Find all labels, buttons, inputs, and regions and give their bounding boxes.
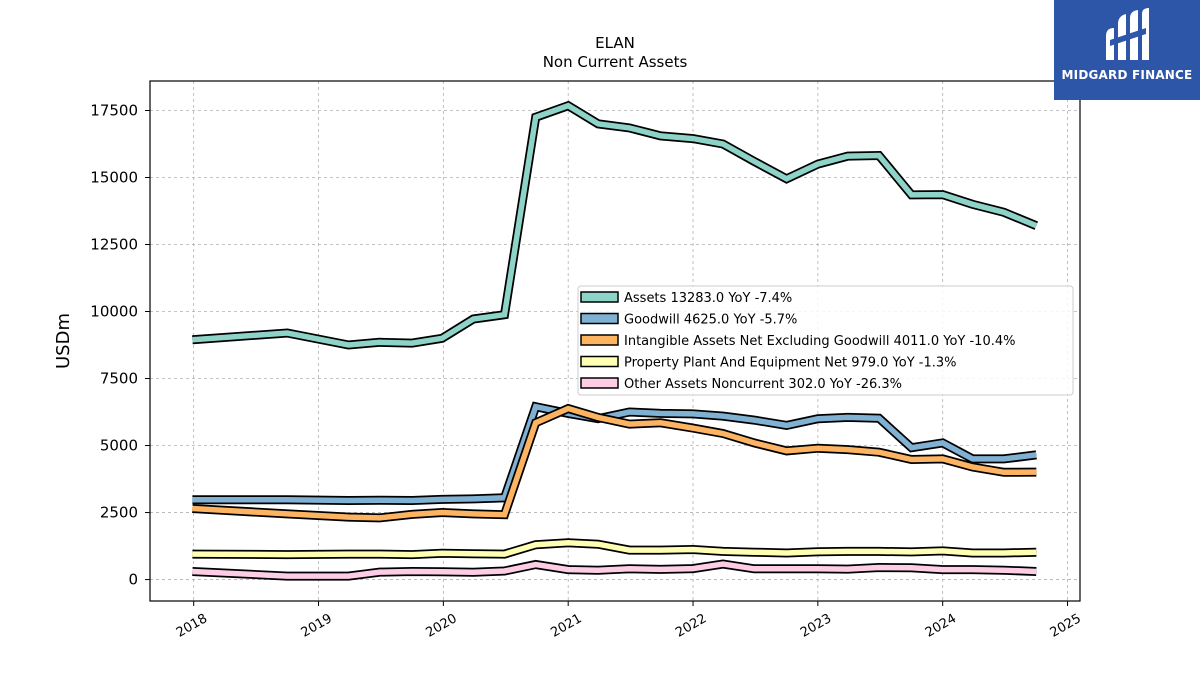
legend-swatch bbox=[580, 377, 619, 389]
y-axis-label: USDm bbox=[53, 313, 74, 369]
x-tick-label: 2020 bbox=[424, 611, 460, 641]
series-line-4 bbox=[192, 561, 1037, 579]
legend-box bbox=[577, 285, 1074, 396]
x-tick-label: 2025 bbox=[1048, 611, 1084, 641]
series-lines bbox=[192, 100, 1039, 581]
y-tick-label: 0 bbox=[128, 571, 138, 589]
legend-label: Assets 13283.0 YoY -7.4% bbox=[624, 291, 792, 306]
plot-frame bbox=[149, 80, 1081, 602]
legend-swatch bbox=[580, 312, 619, 325]
series-line-2 bbox=[192, 405, 1037, 521]
brand-logo: MIDGARD FINANCE bbox=[1054, 0, 1200, 100]
legend-label: Property Plant And Equipment Net 979.0 Y… bbox=[624, 356, 957, 371]
chart-subtitle: Non Current Assets bbox=[543, 53, 688, 71]
legend-label: Other Assets Noncurrent 302.0 YoY -26.3% bbox=[624, 377, 902, 392]
y-axis-ticks: 0 2500 5000 7500 10000 12500 15000 17500 bbox=[90, 101, 150, 589]
series-line-1 bbox=[192, 403, 1037, 504]
x-tick-label: 2018 bbox=[174, 611, 210, 641]
y-tick-label: 17500 bbox=[90, 101, 138, 119]
logo-text: MIDGARD FINANCE bbox=[1061, 68, 1193, 82]
y-tick-label: 12500 bbox=[90, 236, 138, 254]
series-line-3 bbox=[192, 540, 1037, 558]
legend-swatch bbox=[580, 355, 619, 368]
x-tick-label: 2023 bbox=[798, 611, 834, 641]
y-tick-label: 7500 bbox=[100, 370, 138, 388]
legend-swatch bbox=[580, 334, 619, 346]
legend: Assets 13283.0 YoY -7.4% Goodwill 4625.0 … bbox=[577, 285, 1074, 396]
chart-title: ELAN bbox=[595, 34, 635, 52]
legend-label: Intangible Assets Net Excluding Goodwill… bbox=[624, 334, 1015, 349]
series-line-0 bbox=[192, 102, 1038, 348]
logo-mark-icon bbox=[1106, 8, 1149, 60]
x-tick-label: 2019 bbox=[299, 611, 335, 641]
y-tick-label: 2500 bbox=[100, 504, 138, 522]
y-tick-label: 5000 bbox=[100, 437, 138, 455]
y-tick-label: 10000 bbox=[90, 303, 138, 321]
x-tick-label: 2021 bbox=[548, 611, 584, 641]
legend-label: Goodwill 4625.0 YoY -5.7% bbox=[624, 313, 797, 328]
y-tick-label: 15000 bbox=[90, 168, 138, 186]
x-tick-label: 2024 bbox=[923, 611, 959, 641]
legend-swatch bbox=[580, 291, 619, 303]
x-tick-label: 2022 bbox=[673, 611, 709, 641]
x-axis-ticks: 2018 2019 2020 2021 2022 2023 2024 2025 bbox=[174, 601, 1084, 641]
